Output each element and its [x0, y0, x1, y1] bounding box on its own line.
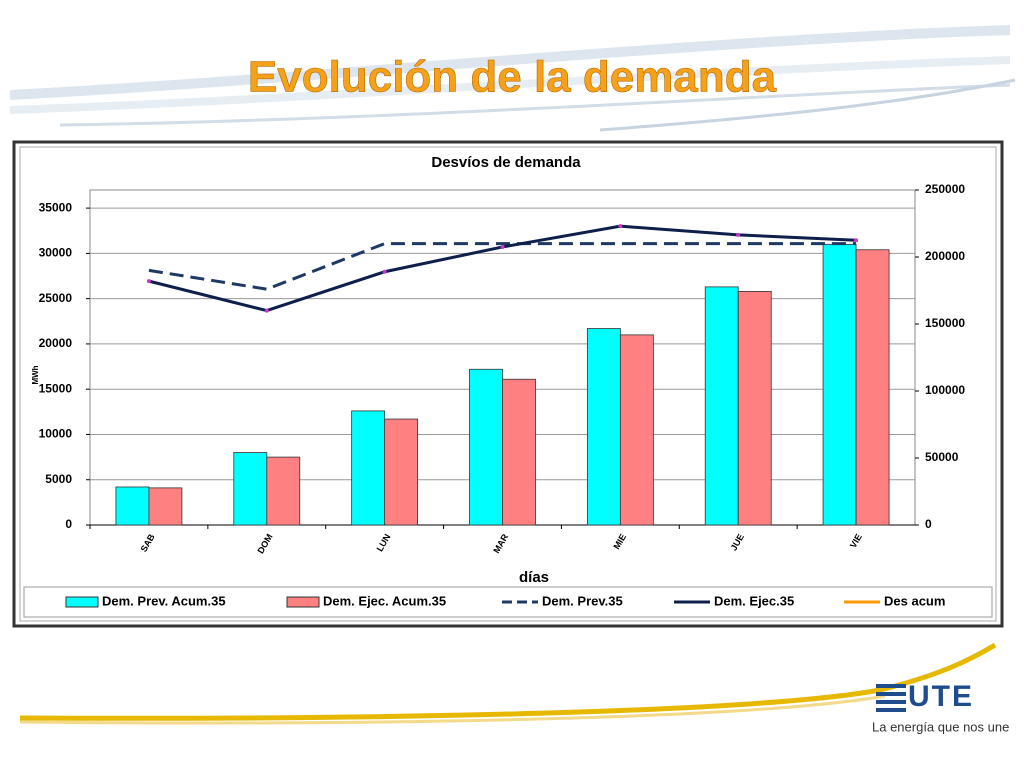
bar — [148, 487, 183, 526]
line-marker — [618, 224, 623, 229]
logo-tagline: La energía que nos une — [872, 719, 1009, 734]
x-axis-label: días — [519, 569, 549, 586]
legend-label: Des acum — [884, 593, 945, 608]
y2-tick-label: 0 — [925, 517, 932, 531]
bar — [586, 328, 621, 526]
y2-tick-label: 100000 — [925, 383, 965, 397]
legend-swatch — [65, 596, 99, 608]
line — [148, 242, 857, 291]
legend-swatch — [286, 596, 320, 608]
y-tick-label: 20000 — [39, 336, 73, 350]
y-tick-label: 25000 — [39, 291, 73, 305]
y2-tick-label: 50000 — [925, 450, 959, 464]
bar — [469, 368, 503, 526]
line-marker — [736, 232, 741, 237]
bar — [351, 410, 386, 526]
bar — [502, 378, 536, 526]
bar — [822, 243, 857, 526]
line-marker — [500, 244, 505, 249]
bar — [619, 334, 654, 526]
logo-text: UTE — [908, 680, 974, 713]
chart-title: Desvíos de demanda — [431, 154, 581, 171]
bar — [737, 291, 772, 526]
bar — [855, 249, 890, 526]
plot: 0 5000 10000 15000 20000 25000 30000 35000 0 5000… — [39, 182, 966, 608]
bar — [266, 456, 301, 526]
legend-label: Dem. Prev.35 — [542, 593, 623, 608]
y-tick-label: 30000 — [39, 246, 73, 260]
y-tick-label: 15000 — [39, 381, 73, 395]
bar — [704, 286, 739, 526]
slide-title: Evolución de la demanda — [248, 53, 777, 102]
line-marker — [854, 238, 859, 243]
logo: UTE La energía que nos une — [872, 680, 1009, 735]
y2-tick-label: 150000 — [925, 316, 965, 330]
y2-tick-label: 250000 — [925, 182, 965, 196]
y-tick-label: 10000 — [39, 427, 73, 441]
y-tick-label: 5000 — [45, 472, 72, 486]
y-axis-label: MWh — [31, 365, 40, 384]
chart-inner-frame — [19, 146, 997, 622]
y2-tick-label: 200000 — [925, 249, 965, 263]
y-tick-label: 35000 — [39, 200, 73, 214]
legend-label: Dem. Prev. Acum.35 — [102, 593, 226, 608]
decoration — [9, 25, 1016, 725]
line-marker — [382, 269, 387, 274]
line-marker — [146, 279, 151, 284]
bar — [115, 486, 150, 526]
line-marker — [264, 308, 269, 313]
legend-label: Dem. Ejec. Acum.35 — [323, 593, 446, 608]
bar — [384, 418, 419, 526]
bar — [233, 452, 268, 526]
y-tick-label: 0 — [65, 517, 72, 531]
legend-label: Dem. Ejec.35 — [714, 593, 794, 608]
